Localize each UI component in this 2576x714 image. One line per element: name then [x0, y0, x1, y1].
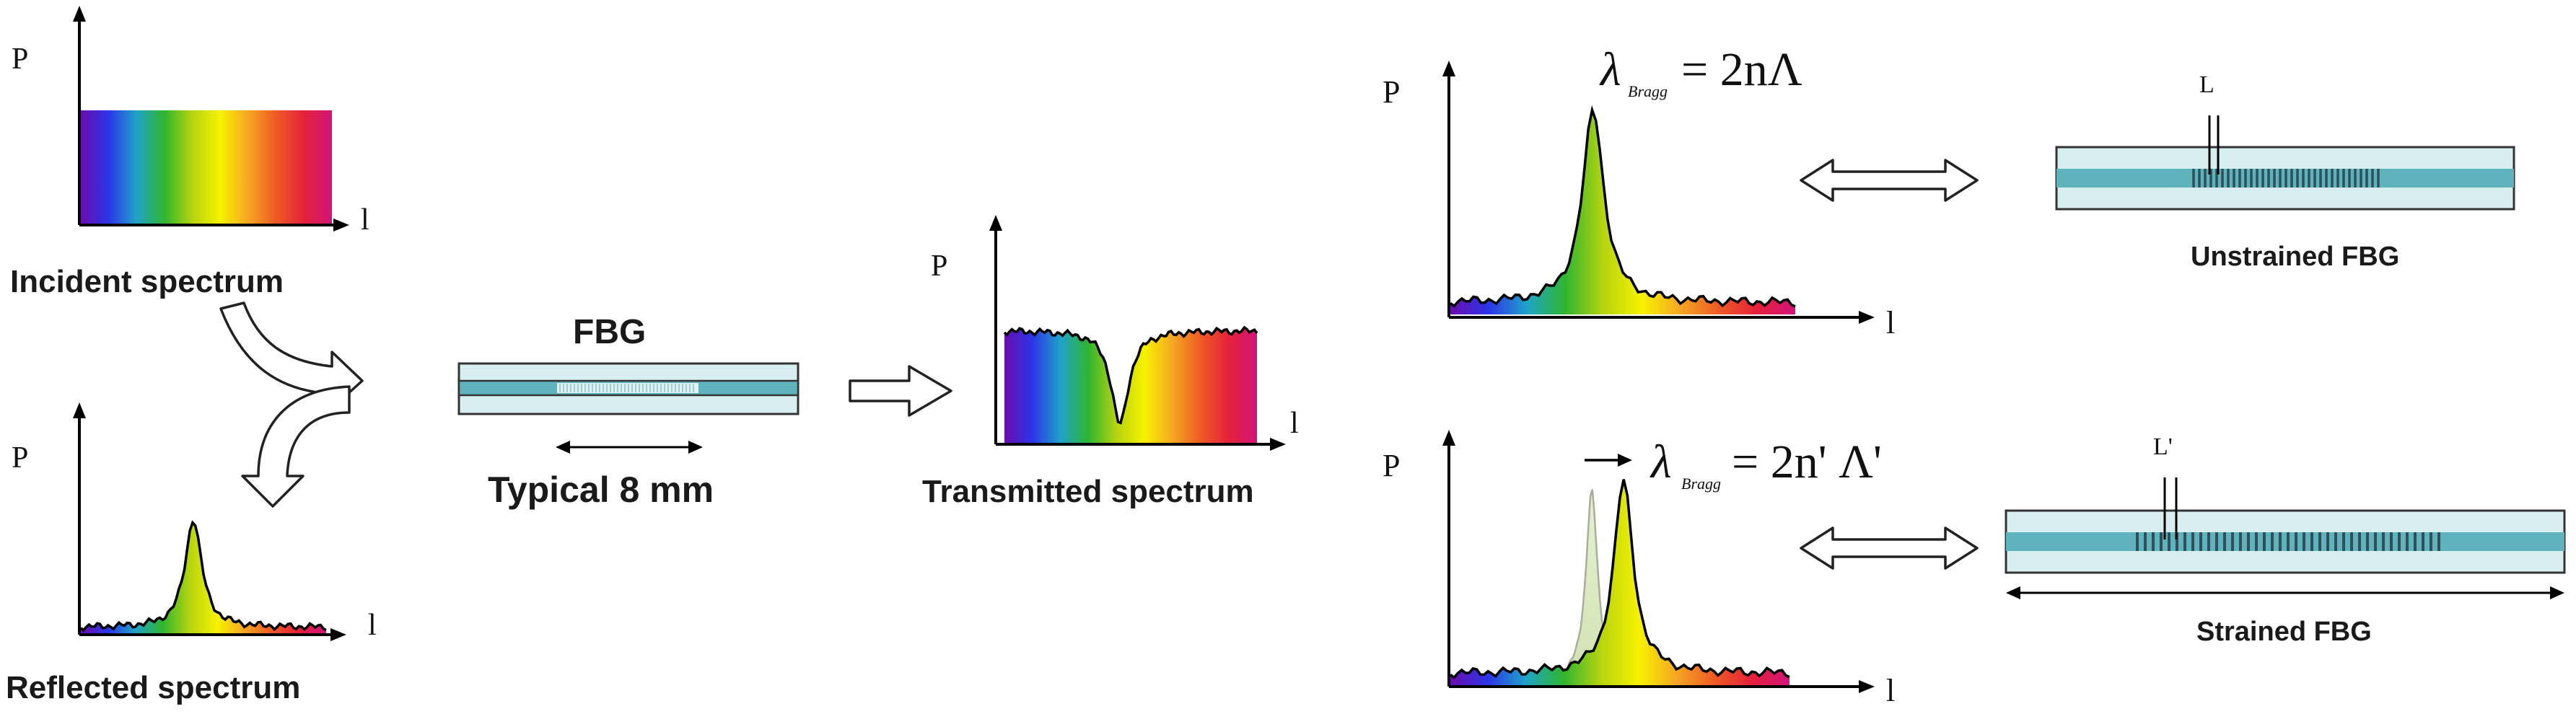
incident-y-arrowhead	[73, 6, 86, 22]
transmitted-x-label: l	[1290, 407, 1299, 440]
incident-y-label: P	[12, 43, 28, 76]
incident-spectrum-label: Incident spectrum	[10, 264, 284, 299]
unstrained-bragg-formula: λ Bragg = 2nΛ	[1599, 43, 1802, 100]
strained-x-label: l	[1886, 673, 1895, 708]
strained-bragg-formula: λ Bragg = 2n' Λ'	[1650, 436, 1882, 493]
unstrained-x-arrowhead	[1859, 311, 1875, 324]
transmitted-y-arrowhead	[989, 215, 1002, 231]
incident-x-arrowhead	[333, 219, 349, 232]
strained-fbg-panel: L' Strained FBG	[2005, 433, 2566, 647]
strained-y-label: P	[1383, 448, 1400, 483]
reflected-y-label: P	[12, 441, 28, 475]
strained-period-label: L'	[2153, 433, 2173, 460]
transmitted-spectrum-outline	[1003, 325, 1258, 425]
fbg-length-label: Typical 8 mm	[488, 470, 714, 510]
incident-spectrum-fill	[81, 110, 332, 224]
reflected-spectrum-outline	[79, 520, 327, 633]
transmitted-spectrum-panel: P l Transmitted spectrum	[922, 215, 1299, 509]
strained-grating-lines	[2136, 532, 2440, 551]
incident-x-label: l	[361, 203, 369, 237]
unstrained-y-label: P	[1383, 74, 1400, 110]
unstrained-x-label: l	[1886, 305, 1895, 340]
strained-spectrum-outline	[1449, 479, 1790, 679]
strained-double-arrow	[1800, 526, 1979, 570]
fbg-title: FBG	[573, 313, 646, 351]
strained-spectrum-panel: P l λ Bragg = 2n' Λ'	[1383, 430, 1895, 708]
reflected-spectrum-panel: P l Reflected spectrum	[6, 402, 377, 705]
transmitted-spectrum-label: Transmitted spectrum	[922, 474, 1254, 509]
strained-formula-subscript: Bragg	[1681, 475, 1721, 493]
fbg-length-arrowhead-right	[688, 441, 703, 454]
strained-fiber-core	[2006, 532, 2564, 551]
unstrained-grating-lines	[2192, 169, 2380, 188]
arrow-to-transmitted	[849, 365, 952, 417]
unstrained-formula-lambda: λ	[1599, 43, 1621, 96]
strained-formula-rhs: = 2n' Λ'	[1732, 436, 1882, 488]
fbg-center-panel: FBG Typical 8 mm	[457, 313, 799, 510]
unstrained-fbg-label: Unstrained FBG	[2191, 242, 2399, 272]
reflected-spectrum-label: Reflected spectrum	[6, 670, 300, 705]
unstrained-formula-subscript: Bragg	[1628, 82, 1668, 100]
strained-x-arrowhead	[1859, 680, 1875, 693]
unstrained-spectrum-fill	[1450, 110, 1795, 314]
incident-spectrum-panel: P l Incident spectrum	[10, 6, 369, 299]
strained-length-arrowhead-left	[2006, 586, 2020, 599]
reflected-x-arrowhead	[330, 628, 346, 641]
reflected-x-label: l	[368, 609, 377, 642]
unstrained-spectrum-outline	[1449, 105, 1796, 308]
unstrained-formula-rhs: = 2nΛ	[1681, 43, 1802, 96]
transmitted-y-label: P	[931, 250, 947, 283]
unstrained-fbg-panel: L Unstrained FBG	[2055, 71, 2515, 272]
fbg-length-arrowhead-left	[556, 441, 570, 454]
fbg-grating-lines	[559, 384, 694, 392]
strained-fbg-label: Strained FBG	[2196, 617, 2372, 647]
unstrained-y-arrowhead	[1442, 61, 1455, 76]
strained-length-arrowhead-right	[2550, 586, 2564, 599]
curved-arrow-to-reflected	[241, 385, 351, 508]
strained-y-arrowhead	[1442, 430, 1455, 446]
strained-formula-lambda: λ	[1650, 436, 1672, 488]
reflected-y-arrowhead	[73, 402, 86, 418]
unstrained-double-arrow	[1800, 159, 1979, 202]
transmitted-x-arrowhead	[1270, 438, 1286, 451]
unstrained-period-label: L	[2199, 71, 2214, 98]
strained-shift-arrowhead	[1618, 454, 1632, 467]
